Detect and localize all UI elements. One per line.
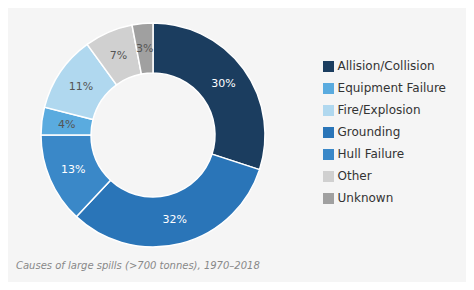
svg-text:13%: 13% [61, 163, 85, 176]
html-text:Allision/Collision: Allision/Collision [337, 59, 435, 73]
svg-text:11%: 11% [69, 80, 93, 93]
html-text:Hull Failure: Hull Failure [337, 147, 405, 161]
html-text:Equipment Failure: Equipment Failure [337, 81, 446, 95]
html-text:Other: Other [337, 169, 372, 183]
html-text:Fire/Explosion: Fire/Explosion [337, 103, 421, 117]
svg-text:7%: 7% [110, 49, 127, 62]
svg-text:32%: 32% [162, 213, 186, 226]
html-text:Causes of large spills (>700 t: Causes of large spills (>700 tonnes), 19… [16, 260, 260, 271]
html-text:Unknown: Unknown [337, 191, 394, 205]
svg-text:30%: 30% [211, 77, 235, 90]
html-text:Grounding: Grounding [337, 125, 401, 139]
svg-text:3%: 3% [136, 42, 153, 55]
svg-text:4%: 4% [58, 118, 75, 131]
